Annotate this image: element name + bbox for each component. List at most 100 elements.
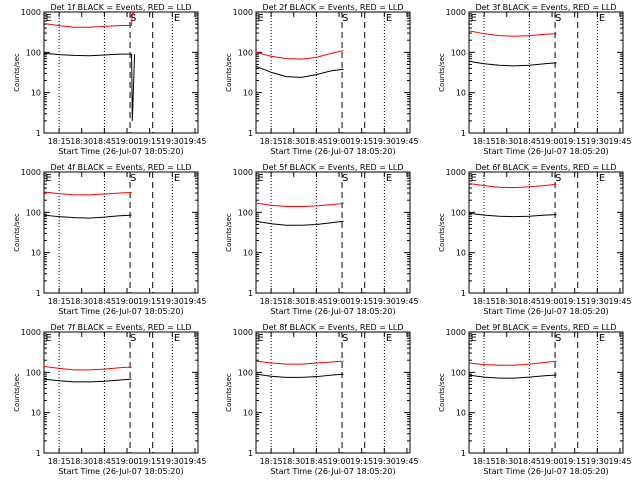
- x-tick-label: 19:30: [161, 457, 184, 466]
- y-tick-label: 100: [26, 208, 41, 217]
- y-tick-label: 1000: [233, 8, 253, 17]
- x-tick-label: 19:15: [138, 297, 161, 306]
- y-tick-label: 10: [31, 89, 41, 98]
- marker-label: E: [471, 333, 477, 344]
- y-axis-label: Counts/sec: [438, 213, 446, 252]
- x-tick-label: 18:30: [282, 297, 305, 306]
- y-tick-label: 1000: [21, 168, 41, 177]
- plot-frame: [255, 171, 411, 294]
- marker-label: E: [258, 13, 264, 24]
- x-tick-label: 18:45: [93, 457, 116, 466]
- series-line-lld: [255, 50, 344, 60]
- series-line-events: [255, 373, 344, 378]
- marker-label: E: [46, 173, 52, 184]
- marker-label: E: [471, 173, 477, 184]
- series-line-lld: [43, 191, 132, 196]
- panel-title: Det 2f BLACK = Events, RED = LLD: [262, 3, 403, 12]
- x-tick-label: 18:30: [70, 137, 93, 146]
- x-tick-label: 19:30: [161, 137, 184, 146]
- y-tick-label: 1: [248, 289, 253, 298]
- y-tick-label: 1000: [446, 328, 466, 337]
- panel-det-2: Det 2f BLACK = Events, RED = LLD 1 10 100 10…: [225, 3, 419, 156]
- x-tick-label: 19:30: [373, 297, 396, 306]
- y-tick-label: 10: [31, 409, 41, 418]
- x-tick-label: 18:15: [48, 297, 71, 306]
- x-tick-label: 18:30: [70, 297, 93, 306]
- y-tick-label: 1000: [446, 8, 466, 17]
- x-tick-label: 19:45: [608, 297, 631, 306]
- x-tick-label: 19:15: [350, 297, 373, 306]
- marker-label: E: [258, 333, 264, 344]
- x-axis-label: Start Time (26-Jul-07 18:05:20): [270, 467, 395, 476]
- series-line-lld: [468, 30, 557, 37]
- x-axis-label: Start Time (26-Jul-07 18:05:20): [58, 467, 183, 476]
- plot-frame: [43, 11, 199, 134]
- panel-title: Det 8f BLACK = Events, RED = LLD: [262, 323, 403, 332]
- y-tick-label: 1: [461, 449, 466, 458]
- x-tick-label: 19:45: [183, 457, 206, 466]
- x-tick-label: 18:45: [305, 457, 328, 466]
- y-tick-label: 1: [461, 129, 466, 138]
- series-line-lld: [255, 202, 344, 207]
- x-tick-label: 18:30: [495, 137, 518, 146]
- plot-frame: [468, 331, 624, 454]
- panel-title: Det 5f BLACK = Events, RED = LLD: [262, 163, 403, 172]
- series-line-events: [255, 65, 344, 78]
- x-tick-label: 19:45: [183, 137, 206, 146]
- y-tick-label: 1: [36, 129, 41, 138]
- plot-frame: [43, 331, 199, 454]
- x-tick-label: 19:30: [161, 297, 184, 306]
- x-tick-label: 19:15: [138, 137, 161, 146]
- x-tick-label: 18:30: [495, 457, 518, 466]
- y-tick-label: 10: [31, 249, 41, 258]
- x-axis-label: Start Time (26-Jul-07 18:05:20): [483, 307, 608, 316]
- x-tick-label: 19:30: [373, 137, 396, 146]
- series-line-events: [43, 52, 136, 121]
- marker-label: E: [471, 13, 477, 24]
- y-axis-label: Counts/sec: [225, 373, 233, 412]
- marker-label: S: [130, 333, 136, 344]
- x-tick-label: 18:45: [93, 137, 116, 146]
- x-tick-label: 18:30: [495, 297, 518, 306]
- marker-label: E: [174, 13, 180, 24]
- y-tick-label: 100: [451, 208, 466, 217]
- marker-label: E: [258, 173, 264, 184]
- x-tick-label: 19:30: [373, 457, 396, 466]
- panel-det-6: Det 6f BLACK = Events, RED = LLD 1 10 100 10…: [438, 163, 632, 316]
- y-axis-label: Counts/sec: [225, 53, 233, 92]
- x-tick-label: 19:30: [586, 457, 609, 466]
- x-tick-label: 19:00: [328, 457, 351, 466]
- y-axis-label: Counts/sec: [225, 213, 233, 252]
- marker-label: E: [599, 173, 605, 184]
- y-tick-label: 1000: [21, 328, 41, 337]
- marker-label: S: [342, 173, 348, 184]
- x-tick-label: 18:45: [305, 297, 328, 306]
- y-tick-label: 10: [456, 89, 466, 98]
- x-tick-label: 18:30: [282, 137, 305, 146]
- x-tick-label: 19:30: [586, 297, 609, 306]
- marker-label: E: [599, 333, 605, 344]
- series-line-events: [43, 214, 132, 219]
- x-tick-label: 18:15: [48, 137, 71, 146]
- x-tick-label: 18:45: [518, 457, 541, 466]
- x-tick-label: 19:00: [116, 457, 139, 466]
- plot-frame: [468, 11, 624, 134]
- x-axis-label: Start Time (26-Jul-07 18:05:20): [483, 467, 608, 476]
- x-tick-label: 19:15: [350, 457, 373, 466]
- marker-label: E: [174, 333, 180, 344]
- series-line-lld: [43, 365, 132, 371]
- y-tick-label: 100: [451, 48, 466, 57]
- y-axis-label: Counts/sec: [13, 373, 21, 412]
- plot-frame: [255, 331, 411, 454]
- x-tick-label: 19:15: [563, 457, 586, 466]
- x-tick-label: 18:15: [260, 297, 283, 306]
- x-tick-label: 19:45: [608, 457, 631, 466]
- x-tick-label: 19:30: [586, 137, 609, 146]
- y-tick-label: 10: [456, 249, 466, 258]
- y-tick-label: 1000: [21, 8, 41, 17]
- panel-det-3: Det 3f BLACK = Events, RED = LLD 1 10 100 10…: [438, 3, 632, 156]
- y-tick-label: 10: [456, 409, 466, 418]
- panel-title: Det 4f BLACK = Events, RED = LLD: [50, 163, 191, 172]
- x-tick-label: 19:45: [395, 457, 418, 466]
